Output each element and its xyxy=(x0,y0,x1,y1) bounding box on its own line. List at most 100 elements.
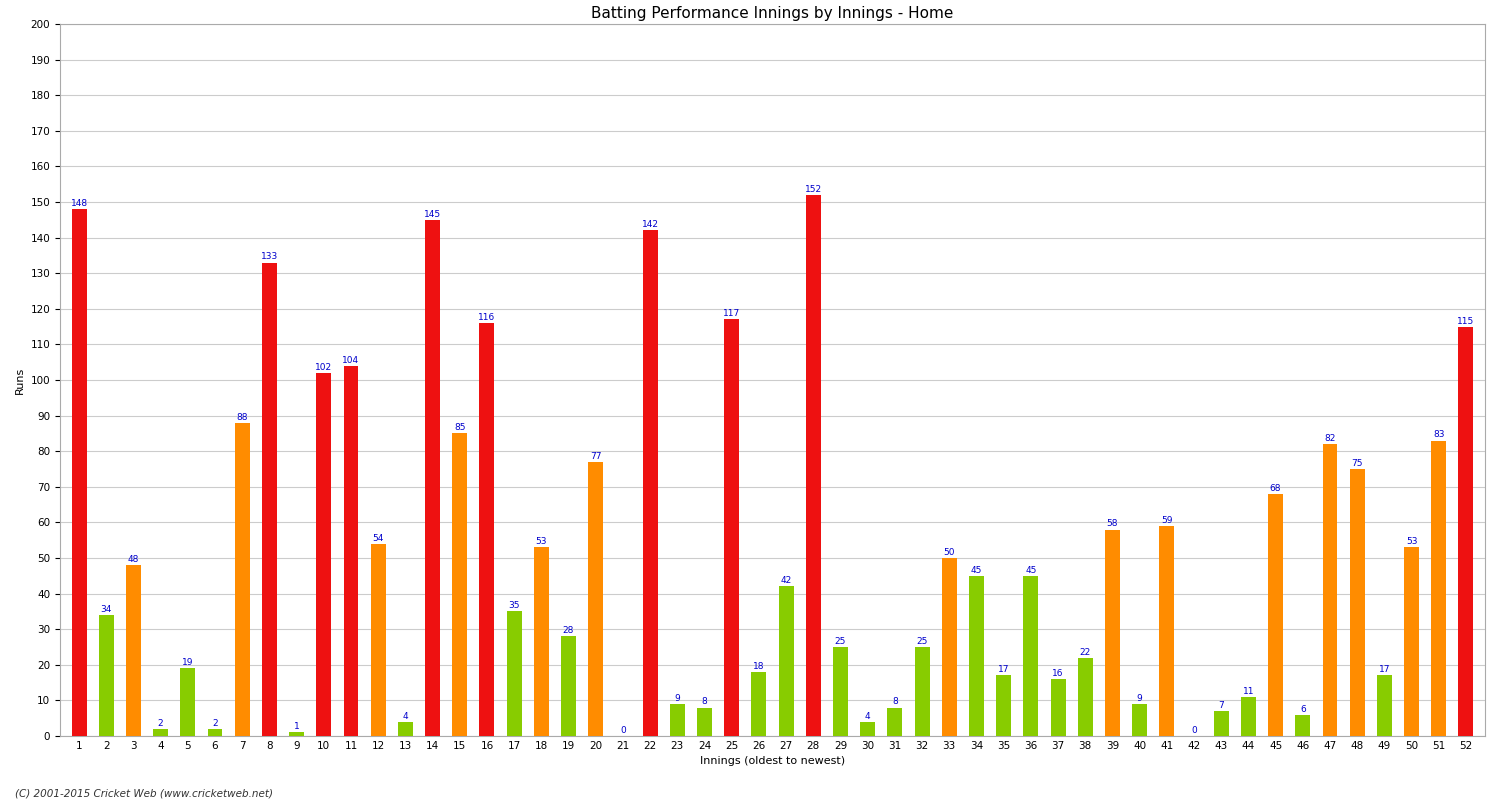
Bar xyxy=(207,729,222,736)
Text: 11: 11 xyxy=(1242,686,1254,696)
Text: 148: 148 xyxy=(70,199,87,208)
Text: 4: 4 xyxy=(402,712,408,721)
Bar xyxy=(670,704,686,736)
Text: 25: 25 xyxy=(916,637,928,646)
Bar xyxy=(180,668,195,736)
Text: 152: 152 xyxy=(804,185,822,194)
Bar xyxy=(1377,675,1392,736)
Bar xyxy=(344,366,358,736)
Bar xyxy=(1431,441,1446,736)
Text: 75: 75 xyxy=(1352,459,1364,468)
Text: 104: 104 xyxy=(342,356,360,365)
Bar xyxy=(588,462,603,736)
Y-axis label: Runs: Runs xyxy=(15,366,26,394)
Text: 0: 0 xyxy=(620,726,626,735)
Text: 59: 59 xyxy=(1161,516,1173,525)
Bar xyxy=(534,547,549,736)
Bar xyxy=(833,647,848,736)
Bar xyxy=(126,565,141,736)
Text: 1: 1 xyxy=(294,722,300,731)
Bar xyxy=(778,586,794,736)
Bar xyxy=(1350,469,1365,736)
Bar xyxy=(99,615,114,736)
Bar xyxy=(1106,530,1120,736)
Text: 18: 18 xyxy=(753,662,765,671)
Bar xyxy=(942,558,957,736)
Text: 42: 42 xyxy=(780,577,792,586)
Bar xyxy=(1296,714,1311,736)
Text: 28: 28 xyxy=(562,626,574,635)
Bar xyxy=(1132,704,1148,736)
Text: 19: 19 xyxy=(182,658,194,667)
Bar xyxy=(453,434,466,736)
Text: 6: 6 xyxy=(1300,705,1305,714)
Bar xyxy=(915,647,930,736)
Text: 88: 88 xyxy=(237,413,248,422)
Text: 4: 4 xyxy=(865,712,870,721)
Text: 68: 68 xyxy=(1270,484,1281,493)
Bar xyxy=(398,722,412,736)
Bar xyxy=(507,611,522,736)
Bar xyxy=(316,373,332,736)
Bar xyxy=(642,230,657,736)
Bar xyxy=(969,576,984,736)
Text: 77: 77 xyxy=(590,452,602,461)
Text: 34: 34 xyxy=(100,605,112,614)
Bar xyxy=(698,707,712,736)
Bar xyxy=(290,733,304,736)
Bar xyxy=(262,262,278,736)
Text: 8: 8 xyxy=(702,698,708,706)
Bar xyxy=(1458,326,1473,736)
Bar xyxy=(888,707,903,736)
Bar xyxy=(1404,547,1419,736)
Text: 117: 117 xyxy=(723,310,741,318)
Bar xyxy=(1268,494,1282,736)
Text: 50: 50 xyxy=(944,548,956,557)
Bar xyxy=(996,675,1011,736)
Bar xyxy=(370,544,386,736)
Text: 17: 17 xyxy=(998,666,1010,674)
Text: 25: 25 xyxy=(836,637,846,646)
Text: 83: 83 xyxy=(1432,430,1444,439)
Title: Batting Performance Innings by Innings - Home: Batting Performance Innings by Innings -… xyxy=(591,6,954,22)
Text: 53: 53 xyxy=(536,538,548,546)
Bar xyxy=(234,422,249,736)
Text: 85: 85 xyxy=(454,423,465,432)
Text: 48: 48 xyxy=(128,555,140,564)
Text: 35: 35 xyxy=(509,602,520,610)
Bar xyxy=(72,209,87,736)
Bar xyxy=(1160,526,1174,736)
Text: 45: 45 xyxy=(970,566,982,574)
Bar xyxy=(752,672,766,736)
Bar xyxy=(561,636,576,736)
Text: 53: 53 xyxy=(1406,538,1417,546)
Text: 2: 2 xyxy=(158,719,164,728)
Text: 7: 7 xyxy=(1218,701,1224,710)
Text: (C) 2001-2015 Cricket Web (www.cricketweb.net): (C) 2001-2015 Cricket Web (www.cricketwe… xyxy=(15,789,273,798)
Bar xyxy=(1214,711,1228,736)
Text: 8: 8 xyxy=(892,698,898,706)
Text: 2: 2 xyxy=(211,719,217,728)
Text: 116: 116 xyxy=(478,313,495,322)
Bar xyxy=(724,319,740,736)
Text: 16: 16 xyxy=(1053,669,1064,678)
Text: 145: 145 xyxy=(424,210,441,218)
Bar xyxy=(424,220,439,736)
Text: 22: 22 xyxy=(1080,648,1090,657)
Bar xyxy=(1240,697,1256,736)
Bar xyxy=(1050,679,1065,736)
Text: 82: 82 xyxy=(1324,434,1335,443)
Text: 45: 45 xyxy=(1024,566,1036,574)
Text: 9: 9 xyxy=(1137,694,1143,703)
Text: 133: 133 xyxy=(261,253,278,262)
Text: 58: 58 xyxy=(1107,519,1118,529)
X-axis label: Innings (oldest to newest): Innings (oldest to newest) xyxy=(700,757,844,766)
Bar xyxy=(1078,658,1092,736)
Bar xyxy=(806,195,820,736)
Text: 115: 115 xyxy=(1458,317,1474,326)
Bar xyxy=(1323,444,1338,736)
Text: 142: 142 xyxy=(642,221,658,230)
Bar xyxy=(153,729,168,736)
Bar xyxy=(1023,576,1038,736)
Bar xyxy=(480,323,495,736)
